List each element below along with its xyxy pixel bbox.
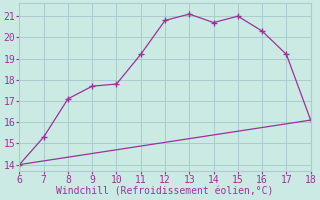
X-axis label: Windchill (Refroidissement éolien,°C): Windchill (Refroidissement éolien,°C): [56, 187, 274, 197]
